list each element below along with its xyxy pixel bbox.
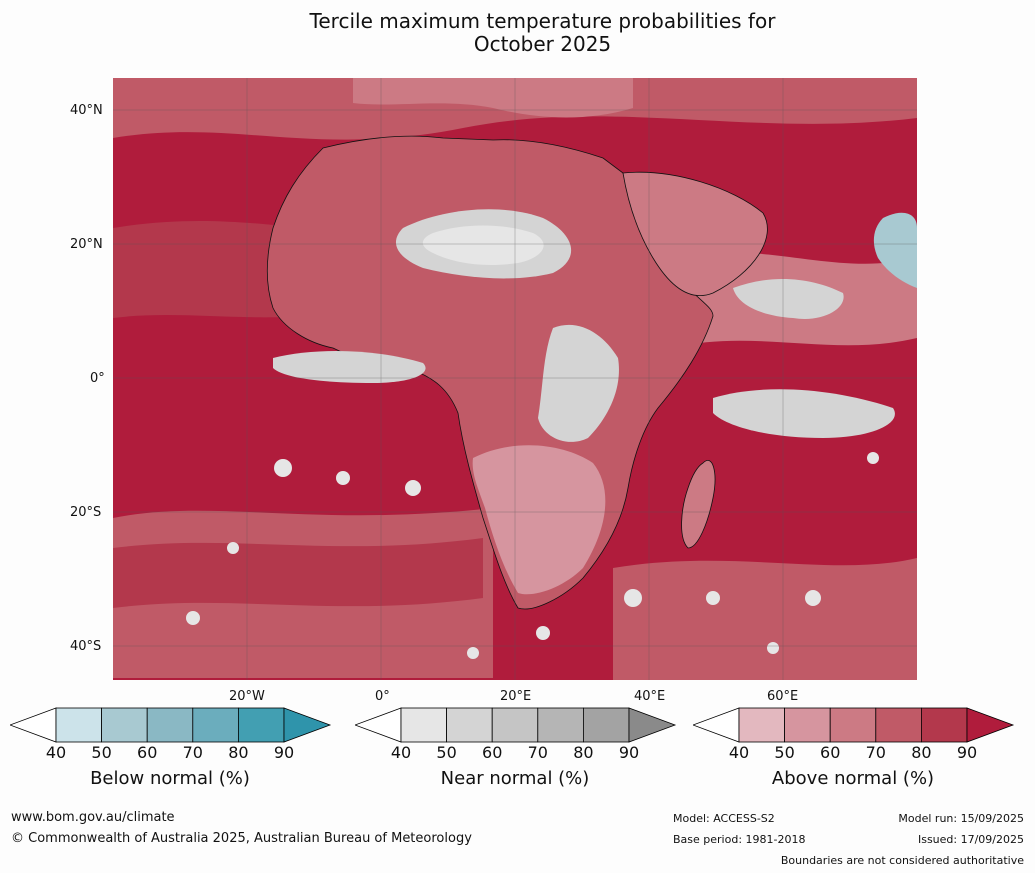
lon-label-20w: 20°W xyxy=(229,689,265,704)
colorbar-tick-label: 50 xyxy=(774,743,795,762)
colorbar-tick-label: 90 xyxy=(273,743,295,762)
lat-label-20s: 20°S xyxy=(70,505,102,520)
colorbar-tick-label: 50 xyxy=(436,743,457,762)
colorbar-segment xyxy=(237,707,285,743)
colorbar-tick-label: 80 xyxy=(228,743,249,762)
colorbar-segment xyxy=(920,707,968,743)
chart-title: Tercile maximum temperature probabilitie… xyxy=(0,10,1035,56)
colorbar-segment xyxy=(875,707,922,743)
map-panel[interactable] xyxy=(113,78,917,680)
southern-africa-lighter xyxy=(472,445,606,595)
colorbar-tick-label: 40 xyxy=(728,743,750,762)
colorbar-tick-label: 60 xyxy=(137,743,158,762)
colorbar-below-normal xyxy=(10,706,332,744)
lon-label-60e: 60°E xyxy=(767,689,799,704)
colorbar-segment xyxy=(446,707,493,743)
colorbar-segment xyxy=(582,707,630,743)
lon-label-20e: 20°E xyxy=(500,689,532,704)
lat-label-20n: 20°N xyxy=(70,237,103,252)
copyright-text: © Commonwealth of Australia 2025, Austra… xyxy=(11,831,472,846)
colorbar-segment xyxy=(192,707,239,743)
colorbar-tick-label: 60 xyxy=(482,743,503,762)
colorbar-segment xyxy=(537,707,584,743)
colorbar-above-normal xyxy=(693,706,1015,744)
indian-ocean-near-normal-2 xyxy=(733,278,844,319)
indian-ocean-near-normal-1 xyxy=(713,389,895,438)
band-80-south-atl xyxy=(113,538,483,608)
model-run-date: Model run: 15/09/2025 xyxy=(898,812,1024,825)
colorbar-tick-label: 80 xyxy=(573,743,594,762)
colorbar-tick-label: 90 xyxy=(956,743,978,762)
madagascar xyxy=(681,460,716,549)
colorbar-extend-low xyxy=(693,707,740,743)
colorbar-tick-label: 50 xyxy=(91,743,112,762)
colorbar-extend-low xyxy=(355,707,402,743)
colorbar-segment xyxy=(146,707,194,743)
title-line-2: October 2025 xyxy=(473,32,612,56)
colorbar-segment xyxy=(491,707,539,743)
colorbar-tick-label: 80 xyxy=(911,743,932,762)
website-link[interactable]: www.bom.gov.au/climate xyxy=(11,810,175,825)
colorbar-segment xyxy=(400,707,447,743)
colorbar-segment xyxy=(738,707,785,743)
atlantic-equatorial-near-normal xyxy=(273,351,426,383)
colorbar-segment xyxy=(55,707,102,743)
colorbar-tick-label: 70 xyxy=(527,743,548,762)
colorbar-tick-label: 60 xyxy=(820,743,841,762)
europe-region xyxy=(353,78,633,118)
title-line-1: Tercile maximum temperature probabilitie… xyxy=(309,9,776,33)
band-70-south-ind xyxy=(613,558,917,680)
model-name: Model: ACCESS-S2 xyxy=(673,812,775,825)
colorbar-tick-label: 70 xyxy=(865,743,886,762)
colorbar-near-normal xyxy=(355,706,677,744)
colorbar-extend-high xyxy=(628,707,677,743)
colorbar-segment xyxy=(101,707,148,743)
colorbar-label-below: Below normal (%) xyxy=(90,768,250,789)
sahara-near-normal-core xyxy=(422,225,544,265)
colorbar-extend-high xyxy=(966,707,1015,743)
colorbar-tick-label: 40 xyxy=(390,743,412,762)
colorbar-segment xyxy=(829,707,877,743)
east-africa-near-normal xyxy=(538,324,619,442)
southern-speckles xyxy=(186,452,879,659)
colorbar-segment xyxy=(784,707,831,743)
colorbar-extend-low xyxy=(10,707,57,743)
lat-lon-grid xyxy=(113,78,917,680)
colorbar-label-near: Near normal (%) xyxy=(440,768,590,789)
india-below-normal xyxy=(873,212,917,288)
lat-label-equator: 0° xyxy=(90,371,105,386)
colorbar-label-above: Above normal (%) xyxy=(771,768,935,789)
colorbar-tick-label: 70 xyxy=(182,743,203,762)
probability-map[interactable] xyxy=(113,78,917,680)
arabian-peninsula xyxy=(622,171,768,296)
boundaries-disclaimer: Boundaries are not considered authoritat… xyxy=(780,854,1024,867)
colorbar-tick-label: 90 xyxy=(618,743,640,762)
colorbar-extend-high xyxy=(283,707,332,743)
lat-label-40n: 40°N xyxy=(70,103,103,118)
lon-label-40e: 40°E xyxy=(634,689,666,704)
colorbar-tick-label: 40 xyxy=(45,743,67,762)
issued-date: Issued: 17/09/2025 xyxy=(917,833,1024,846)
lat-label-40s: 40°S xyxy=(70,639,102,654)
lon-label-0: 0° xyxy=(375,689,390,704)
base-period: Base period: 1981-2018 xyxy=(673,833,806,846)
